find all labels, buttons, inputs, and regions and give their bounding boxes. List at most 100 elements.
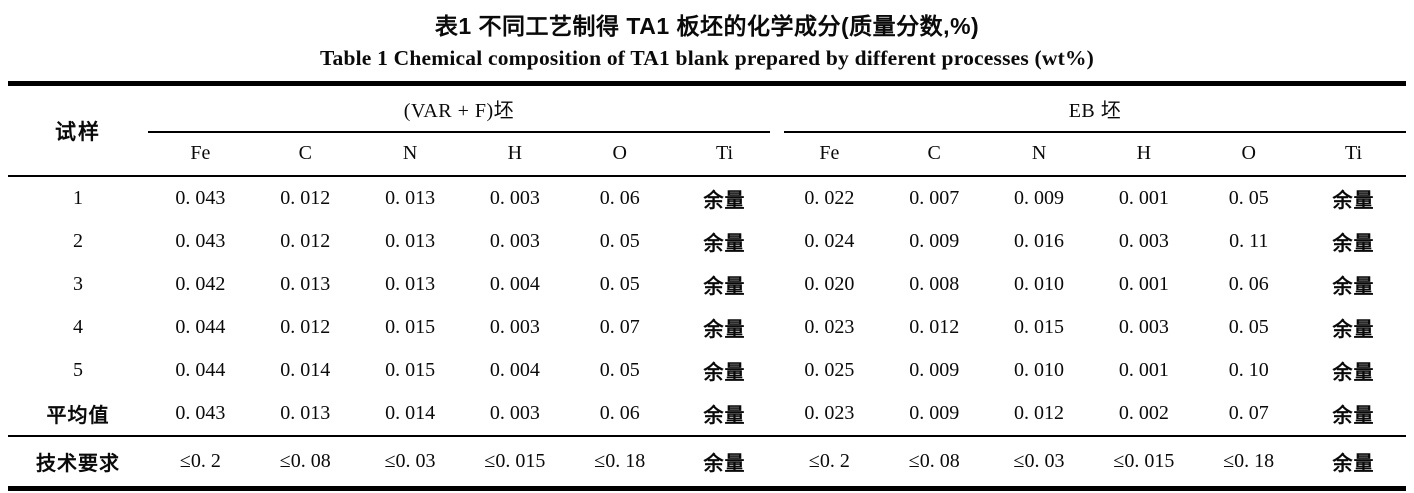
table-cell: 0. 06	[599, 402, 640, 424]
balance-cell: 余量	[1332, 405, 1375, 427]
table-cell: 0. 003	[1118, 230, 1169, 252]
table-cell: ≤0. 18	[1196, 435, 1302, 486]
balance-cell: 余量	[1332, 362, 1375, 384]
table-cell: 0. 043	[175, 230, 226, 252]
sample-cell: 4	[73, 316, 83, 338]
table-cell: 0. 013	[385, 273, 436, 295]
table-cell: 0. 06	[1228, 273, 1269, 295]
table-row: 2 0. 043 0. 012 0. 013 0. 003 0. 05 余量 0…	[8, 220, 1406, 263]
group-header-var-f: (VAR + F)坯	[148, 85, 777, 133]
table-cell: 0. 001	[1118, 359, 1169, 381]
column-header-fe: Fe	[148, 132, 253, 177]
table-cell: 0. 015	[385, 316, 436, 338]
table-cell: 0. 05	[599, 359, 640, 381]
table-cell: 0. 020	[804, 273, 855, 295]
sample-cell: 1	[73, 187, 83, 209]
group-header-eb: EB 坯	[777, 85, 1406, 133]
table-cell: ≤0. 18	[567, 435, 673, 486]
table-cell: 0. 05	[1228, 187, 1269, 209]
table-row: 4 0. 044 0. 012 0. 015 0. 003 0. 07 余量 0…	[8, 306, 1406, 349]
table-cell: 0. 001	[1118, 273, 1169, 295]
table-cell: 0. 013	[385, 230, 436, 252]
sample-cell: 5	[73, 359, 83, 381]
table-cell: 0. 05	[599, 230, 640, 252]
table-cell: 0. 003	[1118, 316, 1169, 338]
table-cell: ≤0. 08	[881, 435, 987, 486]
table-row-requirement: 技术要求 ≤0. 2 ≤0. 08 ≤0. 03 ≤0. 015 ≤0. 18 …	[8, 435, 1406, 486]
table-cell: ≤0. 03	[357, 435, 463, 486]
balance-cell: 余量	[672, 435, 777, 486]
table-cell: 0. 003	[489, 402, 540, 424]
balance-cell: 余量	[703, 405, 746, 427]
table-cell: 0. 013	[280, 273, 331, 295]
table-cell: 0. 016	[1014, 230, 1065, 252]
element-header-row: Fe C N H O Ti Fe C N H O Ti	[8, 132, 1406, 177]
table-cell: 0. 042	[175, 273, 226, 295]
column-header-c: C	[881, 132, 987, 177]
group-label-var-f: (VAR + F)坯	[148, 85, 770, 133]
table-cell: ≤0. 015	[462, 435, 568, 486]
sample-cell: 平均值	[46, 405, 110, 427]
table-cell: ≤0. 2	[148, 435, 253, 486]
table-cell: 0. 003	[489, 230, 540, 252]
table-cell: 0. 010	[1014, 359, 1065, 381]
table-cell: 0. 05	[1228, 316, 1269, 338]
balance-cell: 余量	[703, 233, 746, 255]
table-cell: 0. 015	[385, 359, 436, 381]
table-cell: 0. 07	[1228, 402, 1269, 424]
table-cell: 0. 009	[909, 402, 960, 424]
table-cell: 0. 012	[909, 316, 960, 338]
table-cell: 0. 013	[385, 187, 436, 209]
balance-cell: 余量	[1332, 190, 1375, 212]
table-cell: 0. 002	[1118, 402, 1169, 424]
table-cell: 0. 015	[1014, 316, 1065, 338]
table-cell: 0. 043	[175, 187, 226, 209]
column-header-n: N	[986, 132, 1092, 177]
table-cell: 0. 11	[1229, 230, 1269, 252]
table-row: 5 0. 044 0. 014 0. 015 0. 004 0. 05 余量 0…	[8, 349, 1406, 392]
column-header-h: H	[1091, 132, 1197, 177]
table-cell: 0. 014	[280, 359, 331, 381]
table-row-average: 平均值 0. 043 0. 013 0. 014 0. 003 0. 06 余量…	[8, 392, 1406, 436]
table-cell: 0. 025	[804, 359, 855, 381]
balance-cell: 余量	[1301, 435, 1406, 486]
table-cell: 0. 022	[804, 187, 855, 209]
column-header-c: C	[252, 132, 358, 177]
column-header-o: O	[567, 132, 673, 177]
table-cell: 0. 001	[1118, 187, 1169, 209]
table-cell: 0. 044	[175, 316, 226, 338]
balance-cell: 余量	[1332, 319, 1375, 341]
column-header-n: N	[357, 132, 463, 177]
table-cell: 0. 009	[909, 230, 960, 252]
table-cell: 0. 013	[280, 402, 331, 424]
table-cell: 0. 012	[280, 230, 331, 252]
group-label-eb: EB 坯	[783, 85, 1406, 133]
sample-cell: 2	[73, 230, 83, 252]
table-cell: 0. 009	[909, 359, 960, 381]
balance-cell: 余量	[703, 190, 746, 212]
table-cell: 0. 05	[599, 273, 640, 295]
table-cell: 0. 014	[385, 402, 436, 424]
balance-cell: 余量	[1332, 276, 1375, 298]
column-header-fe: Fe	[776, 132, 882, 177]
table-cell: 0. 07	[599, 316, 640, 338]
balance-cell: 余量	[703, 319, 746, 341]
table-cell: 0. 023	[804, 316, 855, 338]
table-cell: 0. 004	[489, 273, 540, 295]
balance-cell: 余量	[1332, 233, 1375, 255]
sample-cell: 技术要求	[8, 435, 148, 486]
column-header-ti: Ti	[672, 132, 777, 177]
table-cell: 0. 043	[175, 402, 226, 424]
table-row: 1 0. 043 0. 012 0. 013 0. 003 0. 06 余量 0…	[8, 176, 1406, 220]
column-header-ti: Ti	[1301, 132, 1406, 177]
table-cell: ≤0. 2	[776, 435, 882, 486]
balance-cell: 余量	[703, 362, 746, 384]
table-cell: 0. 10	[1228, 359, 1269, 381]
table-cell: 0. 012	[280, 187, 331, 209]
table-cell: 0. 003	[489, 316, 540, 338]
table-cell: ≤0. 08	[252, 435, 358, 486]
table-cell: 0. 004	[489, 359, 540, 381]
sample-cell: 3	[73, 273, 83, 295]
balance-cell: 余量	[703, 276, 746, 298]
